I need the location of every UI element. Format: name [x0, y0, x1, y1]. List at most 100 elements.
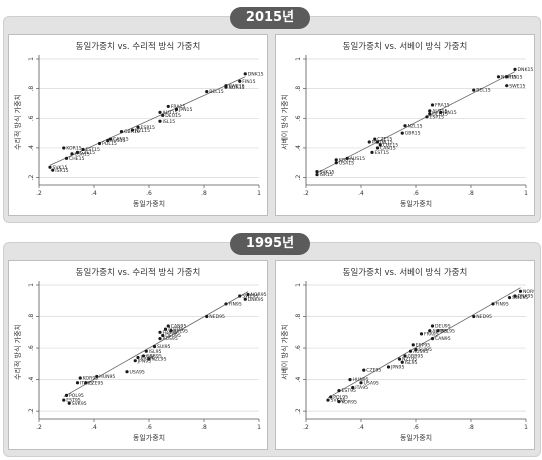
chart-panel-2015-numeric: 동일가중치 vs. 수리적 방식 가중치 .2 .2 .4 .4 .6 .6 .8 .8 1 1 동일… — [8, 34, 268, 216]
data-point — [408, 349, 413, 353]
y-tick-label: .6 — [28, 115, 35, 121]
x-axis-label: 동일가중치 — [133, 199, 165, 208]
y-axis-label: 수리적 방식 가중치 — [13, 324, 22, 380]
data-point — [513, 294, 517, 298]
y-tick-label: .6 — [295, 345, 302, 351]
data-point — [62, 398, 66, 402]
x-tick-label: 1 — [524, 190, 528, 197]
data-point — [428, 329, 432, 333]
x-tick-label: .6 — [146, 190, 152, 197]
point-label: DEU15 — [432, 111, 448, 117]
point-label: KOR15 — [339, 157, 354, 163]
y-tick-label: .2 — [295, 175, 302, 181]
point-label: AUT15 — [163, 110, 178, 116]
point-label: SVK95 — [72, 401, 87, 407]
point-label: NOR95 — [251, 292, 267, 298]
y-tick-label: .8 — [295, 86, 302, 92]
data-point — [169, 329, 173, 333]
point-label: DEU95 — [435, 324, 451, 330]
point-label: NZL15 — [408, 123, 423, 129]
point-label: SWE15 — [229, 83, 245, 89]
chart-panel-1995-numeric: 동일가중치 vs. 수리적 방식 가중치 .2 .2 .4 .4 .6 .6 .8 .8 1 1 동일… — [8, 260, 268, 450]
data-point — [403, 354, 407, 358]
data-point — [246, 292, 250, 297]
data-point — [386, 365, 391, 369]
point-label: SUI95 — [157, 344, 171, 350]
data-point — [375, 146, 380, 150]
data-point — [75, 150, 80, 154]
data-point — [375, 140, 380, 144]
x-tick-label: .2 — [36, 424, 42, 431]
data-point — [337, 389, 341, 393]
point-label: DEU95 — [165, 333, 181, 339]
x-tick-label: .8 — [468, 190, 474, 197]
point-label: ISL95 — [405, 360, 418, 366]
data-point — [430, 337, 435, 341]
point-label: SUI95 — [419, 347, 433, 353]
point-label: FIN15 — [509, 74, 522, 80]
y-tick-label: .4 — [28, 145, 35, 151]
data-point — [430, 103, 435, 107]
point-label: CZE95 — [88, 380, 103, 386]
y-axis-label: 서베이 방식 가중치 — [280, 94, 289, 150]
y-tick-label: 1 — [295, 283, 302, 287]
y-tick-label: .4 — [295, 145, 302, 151]
chart-title: 동일가중치 vs. 수리적 방식 가중치 — [76, 267, 201, 278]
chart-svg: 동일가중치 vs. 수리적 방식 가중치 .2 .2 .4 .4 .6 .6 .8 .8 1 1 동일… — [13, 267, 267, 442]
fit-line — [63, 291, 249, 398]
data-point — [97, 141, 102, 146]
data-point — [133, 359, 137, 363]
data-point — [513, 67, 517, 71]
data-point — [419, 332, 424, 336]
point-label: CZE15 — [80, 150, 95, 156]
data-point — [472, 88, 476, 92]
data-point — [491, 302, 495, 306]
data-point — [48, 165, 52, 169]
data-point — [436, 329, 440, 333]
point-label: HUN95 — [99, 374, 115, 380]
y-axis-label: 수리적 방식 가중치 — [13, 94, 22, 150]
point-label: FRA95 — [424, 331, 439, 337]
point-label: KOR95 — [342, 399, 357, 405]
y-tick-label: .6 — [28, 345, 35, 351]
data-point — [378, 143, 382, 147]
point-label: HUN95 — [353, 377, 369, 383]
y-tick-label: .2 — [295, 408, 302, 414]
y-tick-label: .4 — [295, 377, 302, 383]
data-point — [51, 168, 55, 172]
point-label: JPN95 — [137, 358, 151, 364]
data-point — [345, 156, 349, 160]
data-point — [81, 147, 85, 152]
point-label: ITA95 — [80, 380, 93, 386]
y-tick-label: .2 — [28, 408, 35, 414]
point-label: CAN95 — [435, 336, 451, 342]
y-axis-label: 서베이 방식 가중치 — [280, 324, 289, 380]
x-tick-label: .8 — [468, 424, 474, 431]
x-tick-label: .4 — [91, 190, 97, 197]
data-point — [505, 84, 509, 88]
point-label: NOR15 — [229, 85, 245, 91]
point-label: POL95 — [69, 393, 84, 399]
point-label: FIN15 — [242, 79, 255, 85]
chart-title: 동일가중치 vs. 서베이 방식 가중치 — [343, 267, 468, 278]
data-point — [64, 393, 69, 397]
point-label: CZE95 — [366, 368, 381, 374]
data-point — [400, 360, 404, 364]
data-point — [205, 90, 209, 94]
data-point — [64, 156, 69, 160]
x-tick-label: .6 — [413, 424, 419, 431]
data-point — [130, 128, 135, 132]
y-tick-label: .6 — [295, 115, 302, 121]
data-point — [370, 150, 374, 154]
data-point — [403, 124, 407, 128]
y-tick-label: .8 — [28, 313, 35, 319]
data-point — [238, 79, 242, 83]
point-label: FRA15 — [435, 103, 450, 109]
point-label: SWE95 — [512, 295, 528, 301]
chart-svg: 동일가중치 vs. 수리적 방식 가중치 .2 .2 .4 .4 .6 .6 .8 .8 1 1 동일… — [13, 41, 264, 208]
x-tick-label: .2 — [303, 190, 309, 197]
data-point — [119, 130, 124, 134]
point-label: JPN95 — [390, 365, 404, 371]
point-label: DEU15 — [165, 113, 181, 119]
data-point — [158, 110, 162, 114]
